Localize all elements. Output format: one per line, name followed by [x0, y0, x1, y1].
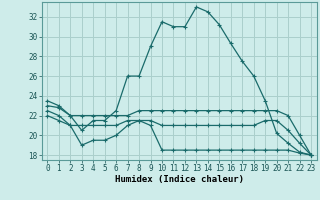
- X-axis label: Humidex (Indice chaleur): Humidex (Indice chaleur): [115, 175, 244, 184]
